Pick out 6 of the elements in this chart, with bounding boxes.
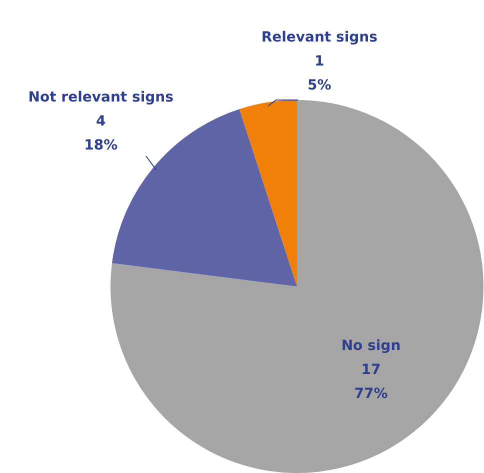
slice-label: No sign: [341, 338, 401, 354]
data-label: 4 18%: [84, 114, 118, 154]
data-label: 17 77%: [354, 362, 388, 402]
slice-label: Relevant signs: [261, 30, 378, 46]
slice-label: Not relevant signs: [28, 90, 174, 106]
data-label: 1 5%: [307, 54, 332, 94]
